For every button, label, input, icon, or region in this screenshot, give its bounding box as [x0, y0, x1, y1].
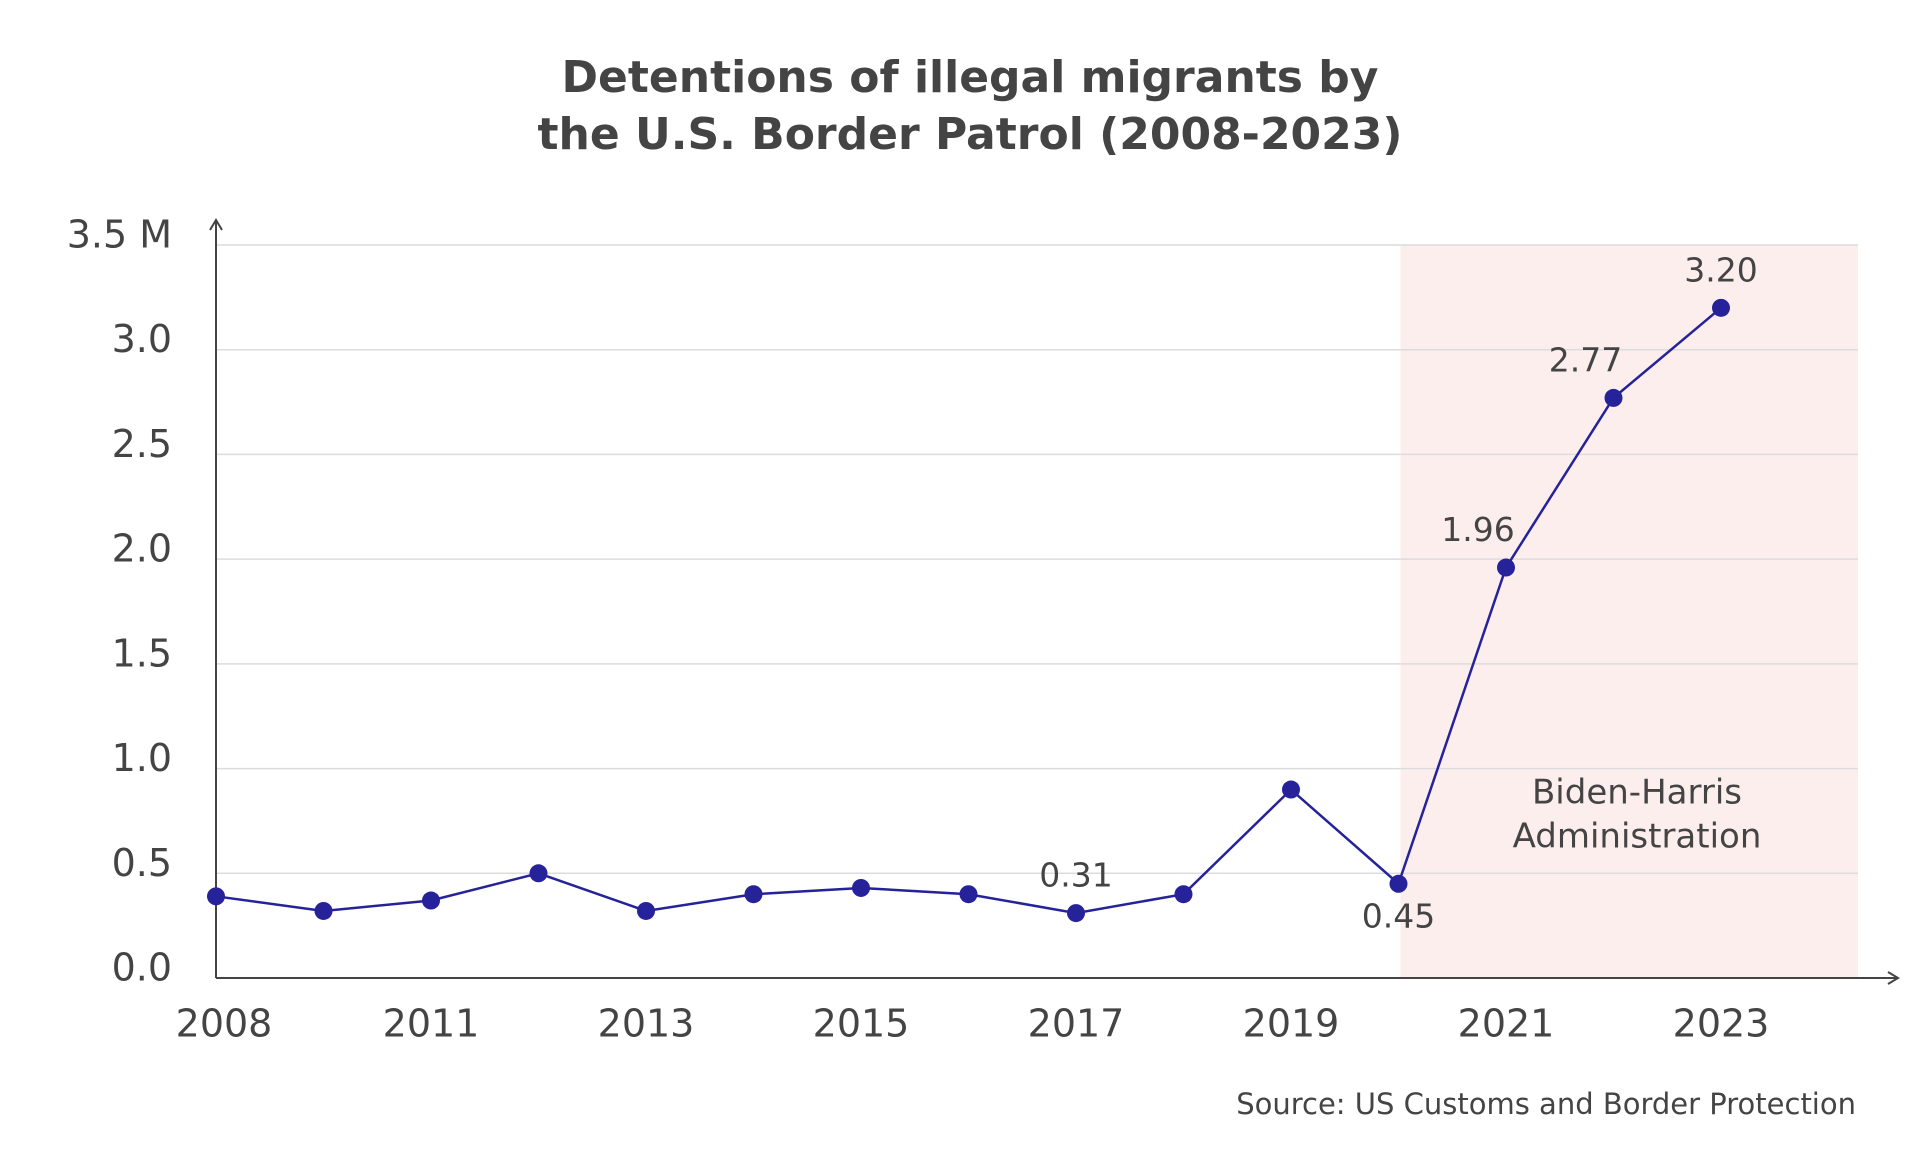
- y-tick-label: 2.0: [112, 527, 172, 571]
- annotation: Administration: [1513, 817, 1762, 857]
- point: [959, 885, 978, 904]
- x-tick-label: 2011: [383, 1002, 480, 1046]
- source: Source: US Customs and Border Protection: [1236, 1087, 1856, 1121]
- chart-title: Detentions of illegal migrants by: [562, 52, 1379, 103]
- highlight-region: [1400, 245, 1858, 978]
- y-tick-label: 3.0: [112, 317, 172, 361]
- x-tick-label: 2019: [1243, 1002, 1340, 1046]
- chart-title: the U.S. Border Patrol (2008-2023): [537, 109, 1402, 160]
- y-axis-arrow: [209, 218, 223, 231]
- y-tick-label: 2.5: [112, 422, 172, 466]
- point: [1282, 780, 1300, 799]
- point: [852, 878, 870, 897]
- point: [422, 891, 440, 910]
- point: [529, 864, 548, 883]
- y-tick-label: 0.5: [112, 841, 172, 885]
- x-tick-label: 2017: [1028, 1002, 1125, 1046]
- y-tick-label: 1.5: [112, 631, 172, 675]
- data-label: 1.96: [1441, 510, 1514, 549]
- point: [637, 901, 655, 920]
- point: [1604, 388, 1623, 407]
- data-label: 2.77: [1549, 340, 1622, 379]
- x-axis-arrow: [1887, 971, 1900, 985]
- x-tick-label: 2015: [813, 1002, 910, 1046]
- point: [1389, 874, 1408, 893]
- y-tick-label: 0.0: [112, 946, 172, 990]
- data-label: 0.45: [1362, 896, 1435, 935]
- point: [1067, 904, 1085, 923]
- data-label: 3.20: [1684, 250, 1757, 289]
- point: [744, 885, 763, 904]
- point: [207, 887, 225, 906]
- x-tick-label: 2021: [1458, 1002, 1555, 1046]
- y-tick-label: 1.0: [112, 736, 172, 780]
- y-tick-label: 3.5 M: [67, 213, 172, 257]
- point: [1712, 298, 1730, 317]
- x-tick-label: 2013: [598, 1002, 695, 1046]
- x-tick-label: 2008: [176, 1002, 273, 1046]
- point: [1497, 558, 1515, 577]
- data-label: 0.31: [1039, 856, 1112, 895]
- x-tick-label: 2023: [1673, 1002, 1770, 1046]
- annotation: Biden-Harris: [1532, 773, 1742, 813]
- point: [314, 901, 333, 920]
- point: [1174, 885, 1193, 904]
